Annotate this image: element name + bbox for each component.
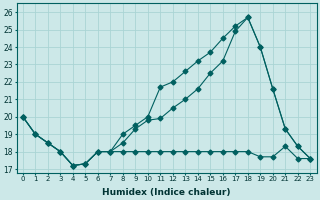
- X-axis label: Humidex (Indice chaleur): Humidex (Indice chaleur): [102, 188, 231, 197]
